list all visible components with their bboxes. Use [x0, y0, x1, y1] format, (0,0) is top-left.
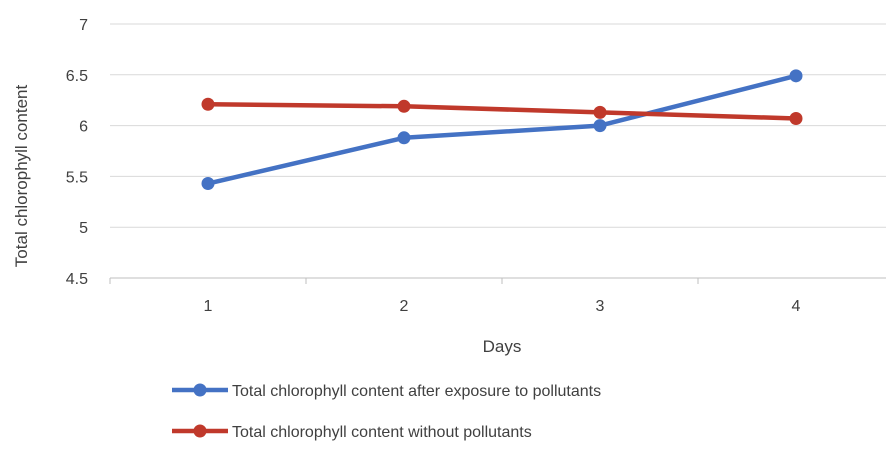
y-tick-label: 6	[79, 119, 88, 136]
data-point	[593, 105, 607, 119]
series-line	[205, 73, 799, 186]
legend-item: Total chlorophyll content without pollut…	[172, 424, 532, 441]
data-point	[201, 177, 215, 191]
x-tick-label: 2	[400, 298, 409, 315]
data-point	[789, 69, 803, 83]
y-axis-title: Total chlorophyll content	[12, 85, 31, 268]
legend-marker	[193, 383, 207, 397]
x-tick-label: 3	[596, 298, 605, 315]
gridlines	[110, 23, 886, 228]
y-tick-label: 4.5	[66, 271, 88, 288]
legend-label: Total chlorophyll content without pollut…	[232, 424, 532, 441]
legend-label: Total chlorophyll content after exposure…	[232, 383, 601, 400]
legend: Total chlorophyll content after exposure…	[172, 383, 601, 441]
y-tick-label: 6.5	[66, 68, 88, 85]
x-tick-labels: 1 2 3 4	[204, 298, 801, 315]
x-axis-title: Days	[483, 337, 522, 356]
data-point	[789, 111, 803, 125]
y-tick-label: 7	[79, 17, 88, 34]
series-2	[201, 97, 803, 125]
x-tick-label: 1	[204, 298, 213, 315]
series-line	[205, 102, 799, 121]
y-tick-label: 5	[79, 220, 88, 237]
data-point	[397, 99, 411, 113]
data-point	[397, 131, 411, 145]
series-1	[201, 69, 803, 191]
data-point	[593, 119, 607, 133]
legend-item: Total chlorophyll content after exposure…	[172, 383, 601, 400]
x-axis	[109, 277, 886, 284]
y-tick-labels: 4.5 5 5.5 6 6.5 7	[66, 17, 88, 288]
x-tick-label: 4	[792, 298, 801, 315]
series	[201, 69, 803, 191]
legend-marker	[193, 424, 207, 438]
data-point	[201, 97, 215, 111]
y-tick-label: 5.5	[66, 169, 88, 186]
